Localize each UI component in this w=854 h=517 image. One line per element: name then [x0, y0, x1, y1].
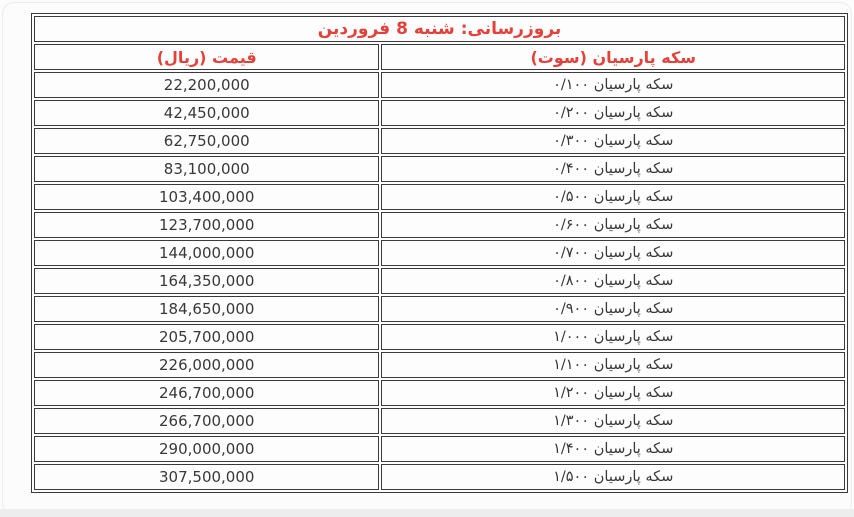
price-table-rows: سکه پارسیان ۰/۱۰۰ 22,200,000 سکه پارسیان ۰… — [34, 72, 845, 490]
coin-cell: سکه پارسیان ۱/۲۰۰ — [381, 380, 845, 406]
price-cell: 62,750,000 — [34, 128, 380, 154]
header-row: سکه پارسیان (سوت) قیمت (ریال) — [34, 44, 845, 70]
table-row: سکه پارسیان ۰/۲۰۰ 42,450,000 — [34, 100, 845, 126]
price-column-header: قیمت (ریال) — [34, 44, 380, 70]
price-cell: 290,000,000 — [34, 436, 380, 462]
coin-cell: سکه پارسیان ۰/۸۰۰ — [381, 268, 845, 294]
coin-cell: سکه پارسیان ۰/۲۰۰ — [381, 100, 845, 126]
price-cell: 307,500,000 — [34, 464, 380, 490]
table-row: سکه پارسیان ۱/۱۰۰ 226,000,000 — [34, 352, 845, 378]
price-cell: 164,350,000 — [34, 268, 380, 294]
price-cell: 83,100,000 — [34, 156, 380, 182]
title-row: بروزرسانی: شنبه 8 فروردین — [34, 16, 845, 42]
table-row: سکه پارسیان ۰/۵۰۰ 103,400,000 — [34, 184, 845, 210]
price-cell: 184,650,000 — [34, 296, 380, 322]
price-cell: 123,700,000 — [34, 212, 380, 238]
coin-cell: سکه پارسیان ۱/۳۰۰ — [381, 408, 845, 434]
table-row: سکه پارسیان ۱/۰۰۰ 205,700,000 — [34, 324, 845, 350]
coin-cell: سکه پارسیان ۰/۵۰۰ — [381, 184, 845, 210]
coin-cell: سکه پارسیان ۰/۶۰۰ — [381, 212, 845, 238]
table-row: سکه پارسیان ۱/۳۰۰ 266,700,000 — [34, 408, 845, 434]
table-row: سکه پارسیان ۰/۸۰۰ 164,350,000 — [34, 268, 845, 294]
coin-cell: سکه پارسیان ۱/۴۰۰ — [381, 436, 845, 462]
page-bottom-strip — [0, 509, 854, 517]
coin-price-table: بروزرسانی: شنبه 8 فروردین سکه پارسیان (س… — [31, 13, 848, 493]
coin-cell: سکه پارسیان ۱/۵۰۰ — [381, 464, 845, 490]
table-title: بروزرسانی: شنبه 8 فروردین — [34, 16, 845, 42]
coin-cell: سکه پارسیان ۰/۴۰۰ — [381, 156, 845, 182]
table-row: سکه پارسیان ۰/۹۰۰ 184,650,000 — [34, 296, 845, 322]
coin-cell: سکه پارسیان ۱/۰۰۰ — [381, 324, 845, 350]
table-row: سکه پارسیان ۰/۶۰۰ 123,700,000 — [34, 212, 845, 238]
table-row: سکه پارسیان ۰/۷۰۰ 144,000,000 — [34, 240, 845, 266]
coin-cell: سکه پارسیان ۰/۱۰۰ — [381, 72, 845, 98]
price-cell: 144,000,000 — [34, 240, 380, 266]
table-row: سکه پارسیان ۰/۴۰۰ 83,100,000 — [34, 156, 845, 182]
coin-cell: سکه پارسیان ۱/۱۰۰ — [381, 352, 845, 378]
table-row: سکه پارسیان ۰/۳۰۰ 62,750,000 — [34, 128, 845, 154]
table-row: سکه پارسیان ۱/۲۰۰ 246,700,000 — [34, 380, 845, 406]
price-cell: 42,450,000 — [34, 100, 380, 126]
coin-cell: سکه پارسیان ۰/۳۰۰ — [381, 128, 845, 154]
price-cell: 226,000,000 — [34, 352, 380, 378]
price-cell: 103,400,000 — [34, 184, 380, 210]
price-cell: 266,700,000 — [34, 408, 380, 434]
coin-column-header: سکه پارسیان (سوت) — [381, 44, 845, 70]
table-row: سکه پارسیان ۱/۴۰۰ 290,000,000 — [34, 436, 845, 462]
coin-cell: سکه پارسیان ۰/۹۰۰ — [381, 296, 845, 322]
table-row: سکه پارسیان ۱/۵۰۰ 307,500,000 — [34, 464, 845, 490]
price-cell: 205,700,000 — [34, 324, 380, 350]
price-cell: 246,700,000 — [34, 380, 380, 406]
table-row: سکه پارسیان ۰/۱۰۰ 22,200,000 — [34, 72, 845, 98]
coin-cell: سکه پارسیان ۰/۷۰۰ — [381, 240, 845, 266]
price-cell: 22,200,000 — [34, 72, 380, 98]
